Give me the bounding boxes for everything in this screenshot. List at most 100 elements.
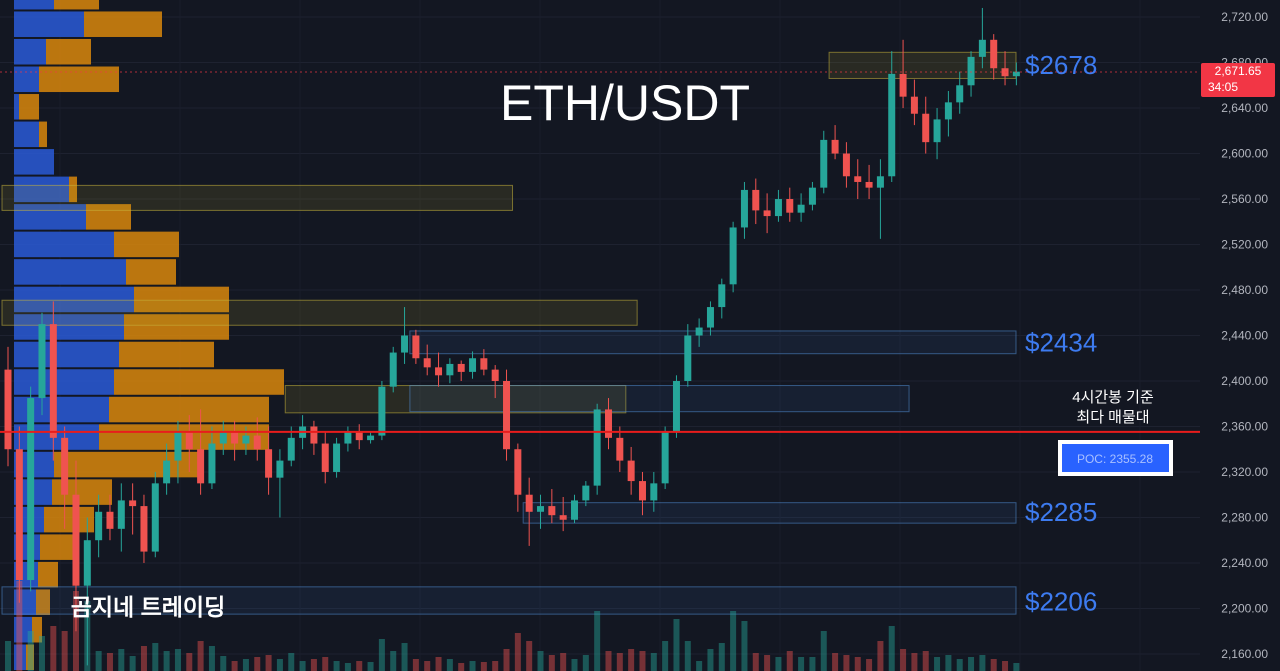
volume-bar — [684, 641, 691, 671]
volume-bar — [922, 651, 929, 671]
profile-bar-sell — [46, 38, 91, 65]
candle-body — [627, 460, 635, 482]
profile-bar-sell — [26, 644, 34, 670]
volume-bar — [820, 631, 827, 671]
candlesticks[interactable] — [4, 7, 1020, 666]
volume-bar — [412, 659, 419, 671]
candle-body — [401, 335, 409, 353]
price-tick-label: 2,200.00 — [1221, 601, 1268, 615]
volume-bar — [186, 653, 193, 671]
profile-bar-buy — [14, 286, 134, 313]
profile-bar-sell — [126, 259, 176, 285]
candle-body — [820, 139, 828, 188]
candle-body — [763, 210, 771, 217]
candle-body — [684, 335, 692, 381]
volume-bar — [956, 659, 963, 671]
poc-label-box — [1062, 444, 1169, 472]
price-tick-label: 2,160.00 — [1221, 647, 1268, 661]
volume-bar — [288, 653, 295, 671]
volume-bar — [95, 651, 102, 671]
candle-body — [4, 369, 12, 450]
volume-bar — [333, 661, 340, 671]
candle-countdown: 34:05 — [1208, 80, 1238, 94]
candle-body — [831, 139, 839, 154]
volume-bar — [968, 657, 975, 671]
profile-bar-buy — [14, 644, 26, 670]
volume-bar — [446, 659, 453, 671]
volume-bar — [390, 651, 397, 671]
candle-body — [978, 39, 986, 57]
poc-annotation: 4시간봉 기준 최다 매물대 POC: 2355.28 — [1058, 389, 1173, 476]
candle-body — [310, 426, 318, 444]
volume-bar — [492, 661, 499, 671]
poc-note-line1: 4시간봉 기준 — [1072, 389, 1154, 406]
candle-body — [231, 432, 239, 444]
candle-body — [876, 176, 884, 188]
candle-body — [321, 443, 329, 472]
profile-bar-buy — [14, 314, 124, 340]
price-tick-label: 2,640.00 — [1221, 101, 1268, 115]
volume-bar — [764, 655, 771, 671]
price-tick-label: 2,280.00 — [1221, 510, 1268, 524]
volume-bar — [741, 621, 748, 671]
supply-zone — [828, 51, 1017, 79]
price-labels: $2678 $2434 $2285 $2206 — [1025, 50, 1097, 617]
volume-bar — [140, 646, 147, 671]
volume-bar — [537, 651, 544, 671]
volume-bar — [990, 659, 997, 671]
profile-bar-sell — [119, 341, 214, 368]
candle-body — [106, 511, 114, 529]
candle-body — [672, 380, 680, 433]
volume-bar — [628, 649, 635, 671]
candle-body — [151, 483, 159, 552]
candle-body — [865, 181, 873, 188]
price-label-2678: $2678 — [1025, 50, 1097, 80]
candle-body — [219, 432, 227, 444]
candle-body — [503, 380, 511, 450]
candle-body — [276, 460, 284, 478]
candle-body — [910, 96, 918, 114]
price-axis[interactable]: 2,160.00 2,200.00 2,240.00 2,280.00 2,320.00… — [1200, 0, 1280, 671]
candle-body — [967, 56, 975, 86]
volume-bar — [662, 641, 669, 671]
volume-bar — [174, 649, 181, 671]
volume-bar — [843, 655, 850, 671]
candle-body — [49, 324, 57, 438]
volume-bar — [424, 661, 431, 671]
volume-bar — [752, 653, 759, 671]
profile-bar-sell — [54, 0, 99, 10]
volume-bar — [152, 643, 159, 671]
profile-bar-sell — [44, 506, 94, 533]
profile-bar-buy — [14, 204, 86, 230]
volume-bar — [344, 663, 351, 671]
volume-bar — [979, 655, 986, 671]
candle-body — [253, 435, 261, 450]
poc-note-line2: 최다 매물대 — [1076, 409, 1149, 426]
volume-bar — [945, 655, 952, 671]
candle-body — [469, 358, 477, 372]
volume-bar — [809, 657, 816, 671]
profile-bar-sell — [99, 424, 269, 450]
candle-body — [695, 327, 703, 336]
candle-body — [604, 409, 612, 438]
candle-body — [61, 437, 69, 495]
volume-bar — [832, 653, 839, 671]
candle-body — [808, 187, 816, 205]
volume-bar — [560, 653, 567, 671]
volume-bar — [526, 641, 533, 671]
volume-bar — [106, 653, 113, 671]
candle-body — [650, 483, 658, 501]
volume-bar — [605, 651, 612, 671]
volume-bar — [718, 643, 725, 671]
candle-body — [27, 398, 35, 581]
volume-bar — [322, 657, 329, 671]
profile-bar-buy — [14, 66, 39, 93]
volume-bar — [435, 657, 442, 671]
price-tick-label: 2,480.00 — [1221, 283, 1268, 297]
current-price-value: 2,671.65 — [1215, 64, 1262, 78]
profile-bar-sell — [39, 66, 119, 93]
candle-body — [752, 189, 760, 211]
profile-bar-buy — [14, 259, 126, 285]
candle-body — [514, 449, 522, 495]
